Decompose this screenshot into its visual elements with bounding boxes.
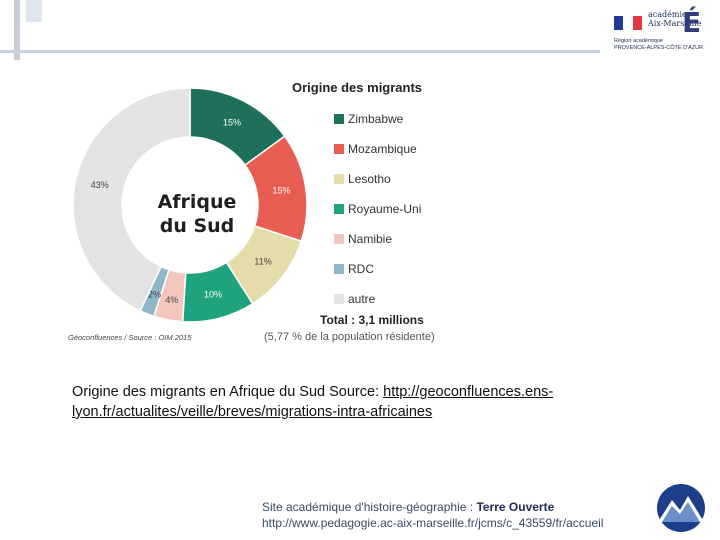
legend-label: Lesotho <box>348 172 391 186</box>
legend-item-lesotho: Lesotho <box>334 164 421 194</box>
center-label-line2: du Sud <box>159 215 235 237</box>
donut-label-autre: 43% <box>91 180 109 190</box>
legend-item-mozambique: Mozambique <box>334 134 421 164</box>
legend-item-zimbabwe: Zimbabwe <box>334 104 421 134</box>
legend-label: RDC <box>348 262 374 276</box>
legend-swatch <box>334 294 344 304</box>
donut-label-royaume-uni: 10% <box>204 290 222 300</box>
legend-label: Namibie <box>348 232 393 246</box>
logo-line2: Aix-Marseille <box>648 19 702 28</box>
legend-swatch <box>334 234 344 244</box>
slide-decoration-block <box>26 0 42 22</box>
footer-site-name: Terre Ouverte <box>476 500 555 514</box>
legend-swatch <box>334 114 344 124</box>
donut-label-mozambique: 15% <box>272 186 290 196</box>
terre-ouverte-mountain-icon <box>657 484 705 532</box>
french-flag-icon <box>614 16 642 30</box>
chart-title: Origine des migrants <box>292 80 423 95</box>
donut-label-namibie: 4% <box>165 295 178 305</box>
source-link[interactable]: http://geoconfluences.ens-lyon.fr/actual… <box>72 384 554 420</box>
logo-letter: É <box>682 6 702 39</box>
logo-region: Région académique PROVENCE-ALPES-CÔTE D'… <box>614 38 703 51</box>
donut-slice-autre <box>72 87 191 312</box>
legend-item-autre: autre <box>334 284 421 314</box>
legend-swatch <box>334 264 344 274</box>
slide-decoration-line <box>0 50 600 53</box>
population-note: (5,77 % de la population résidente) <box>264 331 435 343</box>
academie-logo: académie Aix-Marseille É Région académiq… <box>612 6 712 54</box>
donut-label-zimbabwe: 15% <box>223 118 241 128</box>
slide-caption: Origine des migrants en Afrique du Sud S… <box>72 382 652 422</box>
chart-center-label: Afrique du Sud <box>142 190 252 238</box>
logo-text: académie Aix-Marseille <box>648 10 701 28</box>
chart-legend: Zimbabwe Mozambique Lesotho Royaume-Uni Nami… <box>334 104 421 314</box>
chart-total: Total : 3,1 millions <box>320 313 424 327</box>
donut-label-rdc: 2% <box>148 290 161 300</box>
legend-swatch <box>334 144 344 154</box>
logo-line1: académie <box>648 10 687 19</box>
site-footer: Site académique d'histoire-géographie : … <box>262 499 603 531</box>
legend-label: Royaume-Uni <box>348 202 422 216</box>
slide-decoration-bar <box>14 0 20 60</box>
donut-label-lesotho: 11% <box>254 257 271 267</box>
region-line2: PROVENCE-ALPES-CÔTE D'AZUR <box>614 44 704 51</box>
legend-item-namibie: Namibie <box>334 224 421 254</box>
legend-label: Zimbabwe <box>348 112 404 126</box>
donut-chart: 15% 15% 11% 10% 4% 2% 43% <box>72 87 308 323</box>
legend-item-royaume-uni: Royaume-Uni <box>334 194 421 224</box>
footer-url: http://www.pedagogie.ac-aix-marseille.fr… <box>262 516 604 530</box>
legend-swatch <box>334 174 344 184</box>
caption-text: Origine des migrants en Afrique du Sud S… <box>72 384 384 400</box>
legend-label: autre <box>348 292 376 306</box>
region-line1: Région académique <box>614 38 663 44</box>
legend-swatch <box>334 204 344 214</box>
chart-source: Géoconfluences / Source : OIM 2015 <box>68 333 192 342</box>
legend-label: Mozambique <box>348 142 417 156</box>
footer-prefix: Site académique d'histoire-géographie : <box>262 500 477 514</box>
center-label-line1: Afrique <box>157 191 237 213</box>
legend-item-rdc: RDC <box>334 254 421 284</box>
